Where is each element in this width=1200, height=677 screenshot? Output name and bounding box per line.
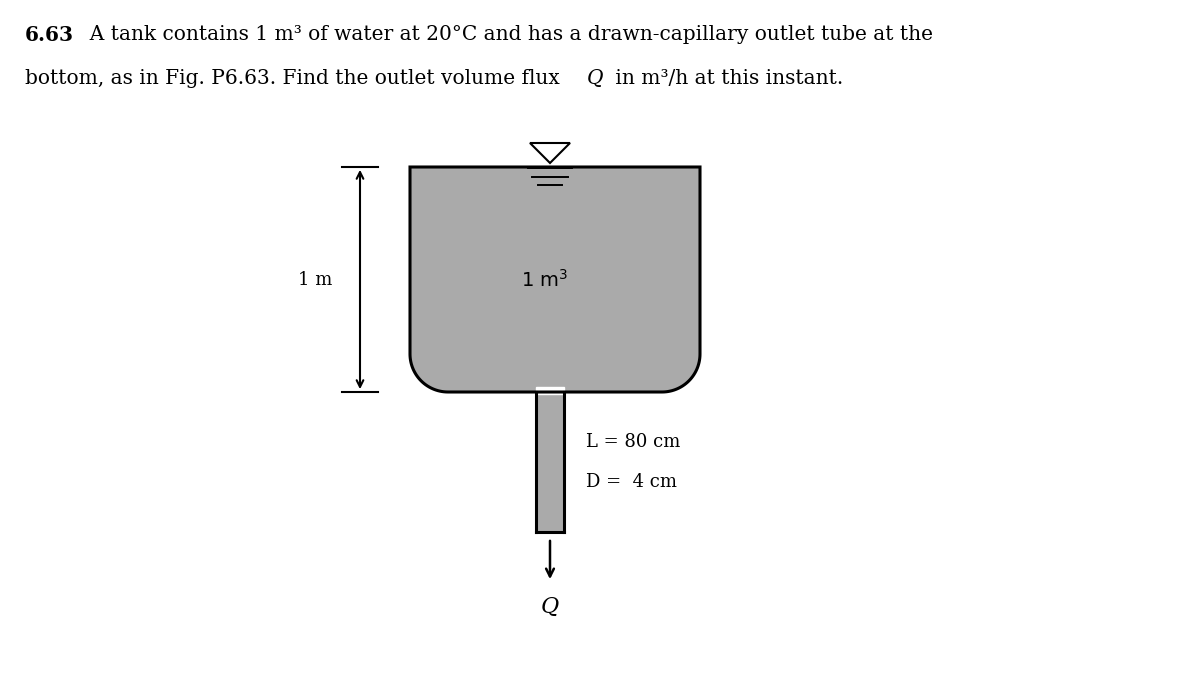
Polygon shape xyxy=(536,387,564,394)
Text: Q: Q xyxy=(587,69,604,88)
Polygon shape xyxy=(530,143,570,163)
Text: L = 80 cm: L = 80 cm xyxy=(586,433,680,451)
Polygon shape xyxy=(410,167,700,392)
Text: $1\ \mathrm{m}^3$: $1\ \mathrm{m}^3$ xyxy=(521,269,569,290)
Text: bottom, as in Fig. P6.63. Find the outlet volume flux: bottom, as in Fig. P6.63. Find the outle… xyxy=(25,69,566,88)
Text: 1 m: 1 m xyxy=(298,271,332,288)
Text: in m³/h at this instant.: in m³/h at this instant. xyxy=(610,69,844,88)
Text: 6.63: 6.63 xyxy=(25,25,74,45)
Polygon shape xyxy=(536,392,564,532)
Text: D =  4 cm: D = 4 cm xyxy=(586,473,677,491)
Text: Q: Q xyxy=(541,596,559,618)
Text: A tank contains 1 m³ of water at 20°C and has a drawn-capillary outlet tube at t: A tank contains 1 m³ of water at 20°C an… xyxy=(77,25,934,44)
